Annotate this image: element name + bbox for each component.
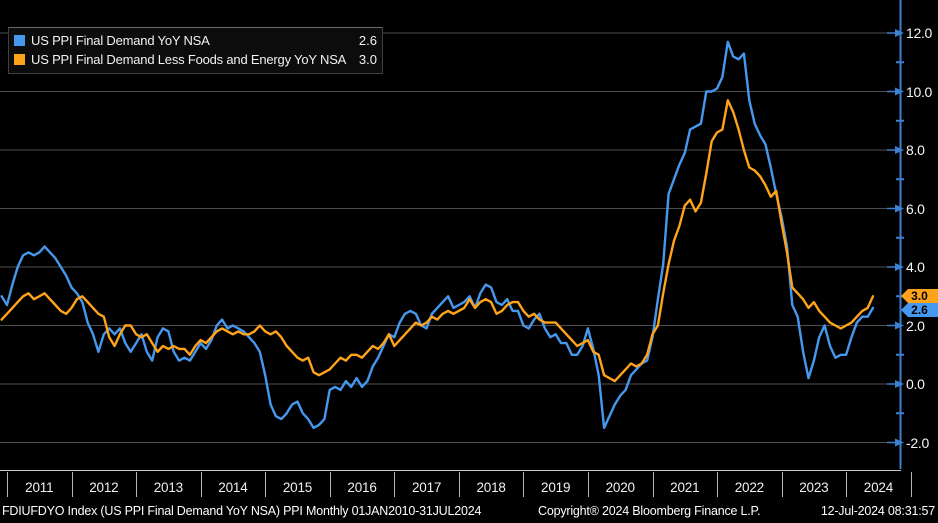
x-axis-year-label: 2017 <box>411 479 442 495</box>
year-separator <box>7 472 8 497</box>
major-tick-arrow <box>895 87 904 96</box>
last-value-tag-headline: 2.6 <box>901 303 938 317</box>
year-separator <box>71 472 73 497</box>
y-axis-tick-label: 0.0 <box>906 376 925 392</box>
y-axis-tick-label: -2.0 <box>906 434 929 451</box>
timestamp: 12-Jul-2024 08:31:57 <box>820 504 935 518</box>
year-separator <box>200 472 202 497</box>
y-axis-tick-label: 6.0 <box>906 200 925 217</box>
x-axis-band: 2011 2012 2013 2014 2015 2016 2017 2018 2019 2020… <box>0 470 938 500</box>
x-axis-year-label: 2023 <box>799 479 829 495</box>
major-tick-arrow <box>895 263 904 271</box>
series-last-value: 3.0 <box>358 52 377 67</box>
series-line-core <box>0 99 875 383</box>
x-axis-year-label: 2022 <box>734 479 764 495</box>
year-separator <box>136 472 138 497</box>
y-axis-tick-label: 8.0 <box>906 142 925 158</box>
year-separator <box>458 472 460 497</box>
series-last-value: 2.6 <box>358 33 377 48</box>
x-axis-year-label: 2011 <box>25 479 54 495</box>
x-axis-year-label: 2019 <box>541 479 571 495</box>
major-tick-arrow <box>895 204 904 213</box>
y-axis-tick-label: 2.0 <box>906 317 925 334</box>
y-axis-tick-label: 10.0 <box>906 83 933 100</box>
chart-legend: US PPI Final Demand YoY NSA 2.6 US PPI F… <box>8 27 383 74</box>
copyright-text: Copyright® 2024 Bloomberg Finance L.P. <box>538 504 761 518</box>
x-axis-year-label: 2016 <box>347 479 377 495</box>
x-axis-year-label: 2012 <box>89 479 119 495</box>
x-axis-year-label: 2013 <box>153 479 183 495</box>
major-tick-arrow <box>895 29 904 37</box>
x-axis-year-label: 2015 <box>282 479 313 495</box>
year-separator <box>652 472 654 497</box>
year-separator <box>717 472 718 497</box>
series-swatch-headline <box>14 35 25 46</box>
footer-bar: FDIUFDYO Index (US PPI Final Demand YoY … <box>0 501 938 523</box>
year-separator <box>523 472 525 497</box>
year-separator <box>394 472 396 497</box>
year-separator <box>587 472 589 497</box>
plot-bottom-border <box>0 470 901 471</box>
series-label: US PPI Final Demand Less Foods and Energ… <box>31 52 347 67</box>
year-separator <box>781 472 783 497</box>
x-axis-year-label: 2024 <box>863 479 894 495</box>
legend-item-headline[interactable]: US PPI Final Demand YoY NSA 2.6 <box>14 31 377 50</box>
legend-item-core[interactable]: US PPI Final Demand Less Foods and Energ… <box>14 50 377 69</box>
year-separator <box>910 472 912 497</box>
x-axis-year-label: 2020 <box>605 479 635 495</box>
ticker-description: FDIUFDYO Index (US PPI Final Demand YoY … <box>2 504 482 518</box>
major-tick-arrow <box>895 438 904 447</box>
y-axis-tick-label: 12.0 <box>906 25 933 41</box>
x-axis-year-label: 2014 <box>218 479 248 495</box>
y-axis-tick-label: 4.0 <box>906 259 925 275</box>
x-axis-year-label: 2018 <box>476 479 506 495</box>
major-tick-arrow <box>895 321 904 330</box>
year-separator <box>329 472 331 497</box>
series-swatch-core <box>14 54 25 65</box>
year-separator <box>265 472 267 497</box>
year-separator <box>846 472 848 497</box>
x-axis-year-label: 2021 <box>670 479 700 495</box>
major-tick-arrow <box>895 146 904 154</box>
series-label: US PPI Final Demand YoY NSA <box>31 33 210 48</box>
major-tick-arrow <box>895 380 904 388</box>
last-value-tag-core: 3.0 <box>901 289 938 303</box>
series-line-headline <box>0 40 875 430</box>
